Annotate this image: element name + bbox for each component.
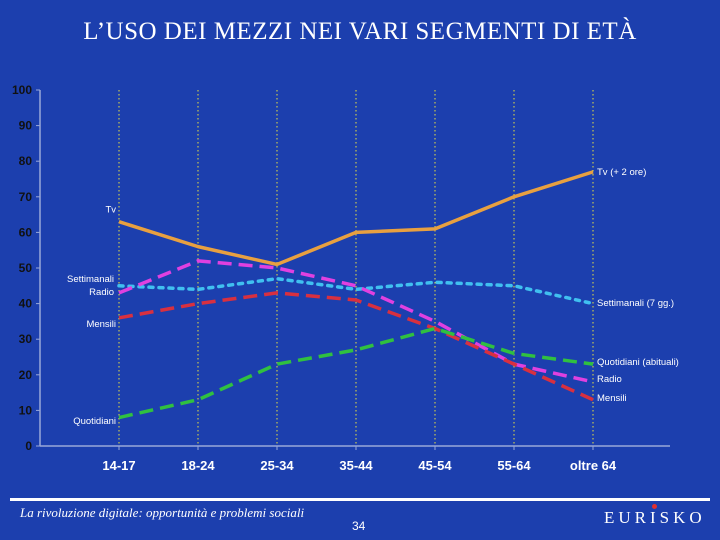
y-tick-label-30: 30 — [19, 332, 33, 346]
series-end-label-radio: Radio — [597, 374, 622, 385]
series-end-label-mensili: Mensili — [597, 393, 627, 404]
footer-divider — [10, 498, 710, 501]
y-tick-label-60: 60 — [19, 225, 33, 239]
series-line-quotidiani — [118, 326, 594, 420]
y-tick-label-50: 50 — [19, 261, 33, 275]
x-tick-label-25-34: 25-34 — [260, 458, 294, 473]
series-start-label-radio: Radio — [89, 287, 114, 298]
series-line-mensili — [118, 291, 594, 402]
x-tick-label-oltre 64: oltre 64 — [570, 458, 617, 473]
logo-red-dot — [652, 504, 657, 509]
y-tick-label-0: 0 — [25, 439, 32, 453]
y-tick-label-80: 80 — [19, 154, 33, 168]
series-start-label-quotidiani: Quotidiani — [73, 416, 116, 427]
x-tick-label-45-54: 45-54 — [418, 458, 452, 473]
x-tick-label-55-64: 55-64 — [497, 458, 531, 473]
series-line-settimanali — [117, 276, 595, 306]
y-tick-label-70: 70 — [19, 190, 33, 204]
y-tick-label-20: 20 — [19, 368, 33, 382]
series-end-label-tv: Tv (+ 2 ore) — [597, 167, 646, 178]
eurisko-logo: EURI SKO — [604, 504, 706, 528]
chart-grid — [118, 90, 594, 446]
y-tick-label-90: 90 — [19, 119, 33, 133]
y-tick-label-10: 10 — [19, 403, 33, 417]
x-tick-label-18-24: 18-24 — [181, 458, 215, 473]
series-start-label-mensili: Mensili — [86, 319, 116, 330]
y-tick-label-100: 100 — [12, 83, 32, 97]
series-line-tv — [118, 170, 594, 267]
chart-series-labels: Tv Tv (+ 2 ore) Settimanali Settimanali (7 … — [67, 167, 679, 427]
x-tick-label-35-44: 35-44 — [339, 458, 373, 473]
chart-series — [117, 170, 595, 420]
page-number: 34 — [352, 519, 366, 533]
eurisko-logo-text: EURI SKO — [604, 504, 706, 527]
x-tick-label-14-17: 14-17 — [102, 458, 135, 473]
series-start-label-tv: Tv — [105, 205, 116, 216]
chart-axes: 0 10 20 30 40 50 60 70 80 90 100 14-17 18-24 25-34 35-… — [12, 83, 670, 473]
slide-title: L’USO DEI MEZZI NEI VARI SEGMENTI DI ETÀ — [83, 18, 637, 45]
series-end-label-quotidiani: Quotidiani (abituali) — [597, 357, 679, 368]
series-end-label-settimanali: Settimanali (7 gg.) — [597, 298, 674, 309]
series-start-label-settimanali: Settimanali — [67, 274, 114, 285]
footer-caption: La rivoluzione digitale: opportunità e p… — [20, 505, 305, 520]
y-tick-label-40: 40 — [19, 297, 33, 311]
